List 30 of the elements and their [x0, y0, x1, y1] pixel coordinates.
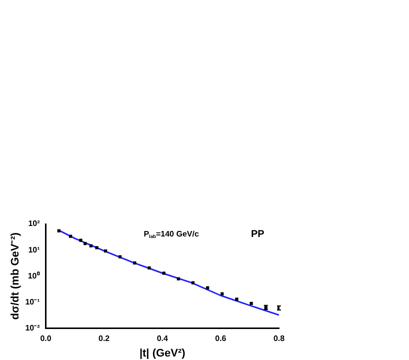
x-tick-label: 0.2 [98, 334, 110, 344]
point [162, 272, 166, 275]
point [89, 244, 93, 248]
y-tick-label: 10⁻¹ [25, 297, 40, 306]
annotation: PP [251, 229, 265, 240]
point [79, 238, 82, 242]
point [104, 249, 108, 253]
point [206, 286, 210, 290]
point [118, 255, 122, 258]
point [133, 261, 136, 264]
point [235, 298, 238, 301]
x-tick-label: 0.0 [40, 334, 52, 344]
y-tick-label: 10⁰ [28, 271, 40, 280]
point [176, 277, 180, 280]
x-axis-title: |t| (GeV²) [139, 347, 186, 360]
y-axis-title: dσ/dt (mb GeV⁻²) [10, 232, 22, 320]
x-tick-label: 0.8 [273, 334, 286, 344]
x-tick-label: 0.6 [215, 334, 227, 344]
x-tick-label: 0.4 [156, 334, 168, 344]
y-tick-label: 10² [28, 219, 40, 228]
point [57, 229, 60, 232]
y-tick-label: 10¹ [28, 245, 40, 254]
point [250, 302, 253, 306]
point [191, 281, 195, 284]
y-tick-label: 10⁻² [25, 323, 40, 332]
point [148, 266, 151, 270]
point [220, 292, 224, 296]
point [68, 234, 72, 238]
point [84, 242, 87, 246]
point [95, 246, 98, 250]
